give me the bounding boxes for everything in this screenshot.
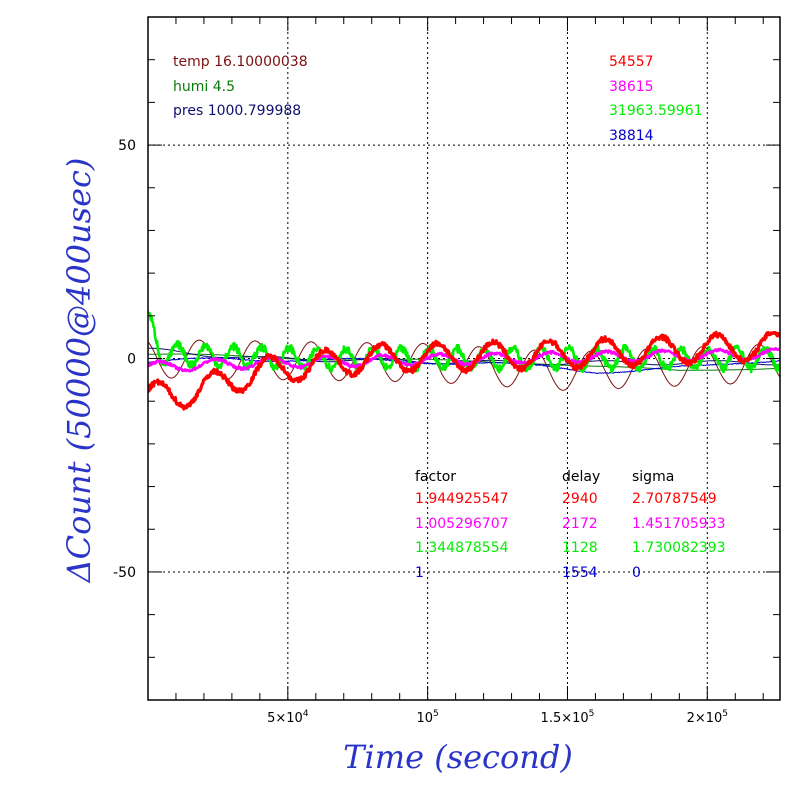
table-sigma-blue: 0 bbox=[632, 565, 641, 581]
series-line bbox=[148, 347, 780, 373]
x-tick-label: 1.5×105 bbox=[541, 709, 595, 726]
table-delay-green: 1128 bbox=[562, 540, 598, 556]
table-factor-magenta: 1.005296707 bbox=[415, 516, 509, 532]
env-temp: temp 16.10000038 bbox=[173, 54, 308, 70]
x-tick-labels: 5×104 105 1.5×105 2×105 bbox=[267, 709, 728, 726]
y-tick-label: 0 bbox=[127, 352, 136, 368]
table-header-sigma: sigma bbox=[632, 469, 674, 485]
count-blue: 38814 bbox=[609, 128, 654, 144]
x-tick-label: 2×105 bbox=[687, 709, 728, 726]
table-sigma-red: 2.70787549 bbox=[632, 491, 717, 507]
series-layer bbox=[148, 311, 780, 411]
env-pres: pres 1000.799988 bbox=[173, 103, 301, 119]
x-axis-title: Time (second) bbox=[343, 738, 573, 776]
y-tick-label: -50 bbox=[113, 565, 136, 581]
y-tick-label: 50 bbox=[118, 138, 136, 154]
table-factor-blue: 1 bbox=[415, 565, 424, 581]
table-header-factor: factor bbox=[415, 469, 456, 485]
count-green: 31963.59961 bbox=[609, 103, 703, 119]
env-humi: humi 4.5 bbox=[173, 79, 235, 95]
series-line bbox=[148, 339, 780, 391]
table-delay-blue: 1554 bbox=[562, 565, 598, 581]
series-line bbox=[148, 311, 780, 374]
table-sigma-magenta: 1.451705933 bbox=[632, 516, 726, 532]
count-magenta: 38615 bbox=[609, 79, 654, 95]
series-line bbox=[148, 330, 780, 411]
y-axis-title: ΔCount (50000@400usec) bbox=[60, 158, 98, 585]
table-header-delay: delay bbox=[562, 469, 600, 485]
table-sigma-green: 1.730082393 bbox=[632, 540, 726, 556]
table-delay-magenta: 2172 bbox=[562, 516, 598, 532]
table-factor-green: 1.344878554 bbox=[415, 540, 509, 556]
x-tick-label: 5×104 bbox=[267, 709, 309, 726]
x-tick-label: 105 bbox=[417, 709, 439, 726]
minor-ticks bbox=[148, 17, 780, 700]
count-red: 54557 bbox=[609, 54, 654, 70]
table-delay-red: 2940 bbox=[562, 491, 598, 507]
y-tick-labels: 50 0 -50 bbox=[113, 138, 136, 581]
table-factor-red: 1.944925547 bbox=[415, 491, 509, 507]
